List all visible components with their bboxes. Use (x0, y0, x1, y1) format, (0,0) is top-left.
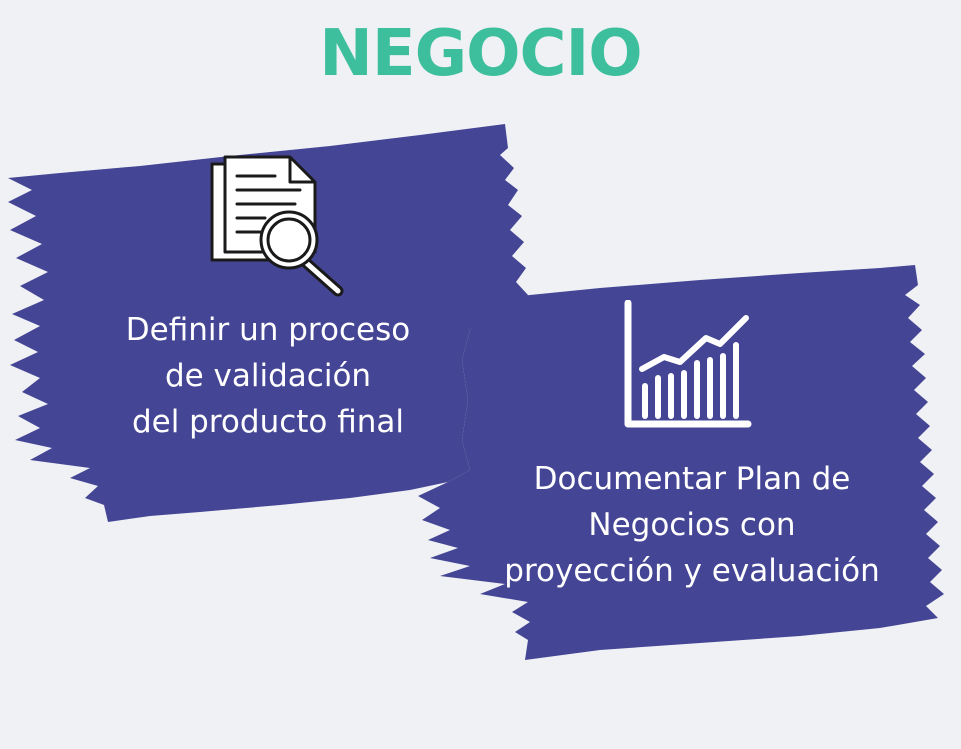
bar-chart-growth-icon (624, 300, 752, 428)
card-2-line-2: Negocios con (588, 507, 796, 543)
document-search-icon (210, 155, 344, 297)
card-1-line-1: Definir un proceso (125, 312, 411, 348)
card-2-line-1: Documentar Plan de (533, 461, 851, 497)
card-2-line-3: proyección y evaluación (504, 553, 880, 589)
card-1-line-3: del producto final (131, 404, 405, 440)
card-1-line-2: de validación (164, 358, 372, 394)
card-1-text: Definir un proceso de validación del pro… (88, 307, 448, 445)
card-2-text: Documentar Plan de Negocios con proyecci… (472, 456, 912, 594)
page-title: NEGOCIO (319, 17, 642, 91)
